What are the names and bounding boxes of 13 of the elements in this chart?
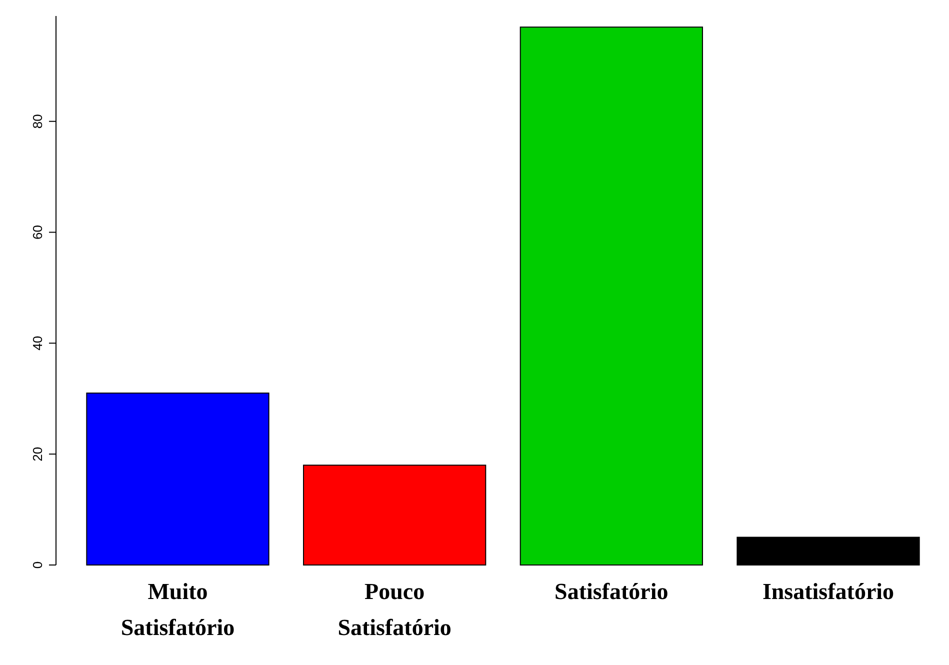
- y-tick-label: 40: [30, 336, 45, 350]
- x-tick-label: Pouco Satisfatório: [338, 579, 452, 640]
- y-tick-label: 20: [30, 446, 45, 462]
- x-tick-label: Satisfatório: [554, 579, 668, 604]
- bar: [736, 536, 920, 566]
- x-tick-label: Insatisfatório: [762, 579, 894, 604]
- y-tick-label: 80: [30, 114, 45, 129]
- bar: [303, 464, 486, 566]
- y-tick-label: 0: [30, 561, 45, 569]
- bar: [520, 26, 703, 566]
- bar: [86, 392, 270, 566]
- y-tick-label: 60: [30, 225, 45, 240]
- x-tick-label: Muito Satisfatório: [120, 579, 235, 640]
